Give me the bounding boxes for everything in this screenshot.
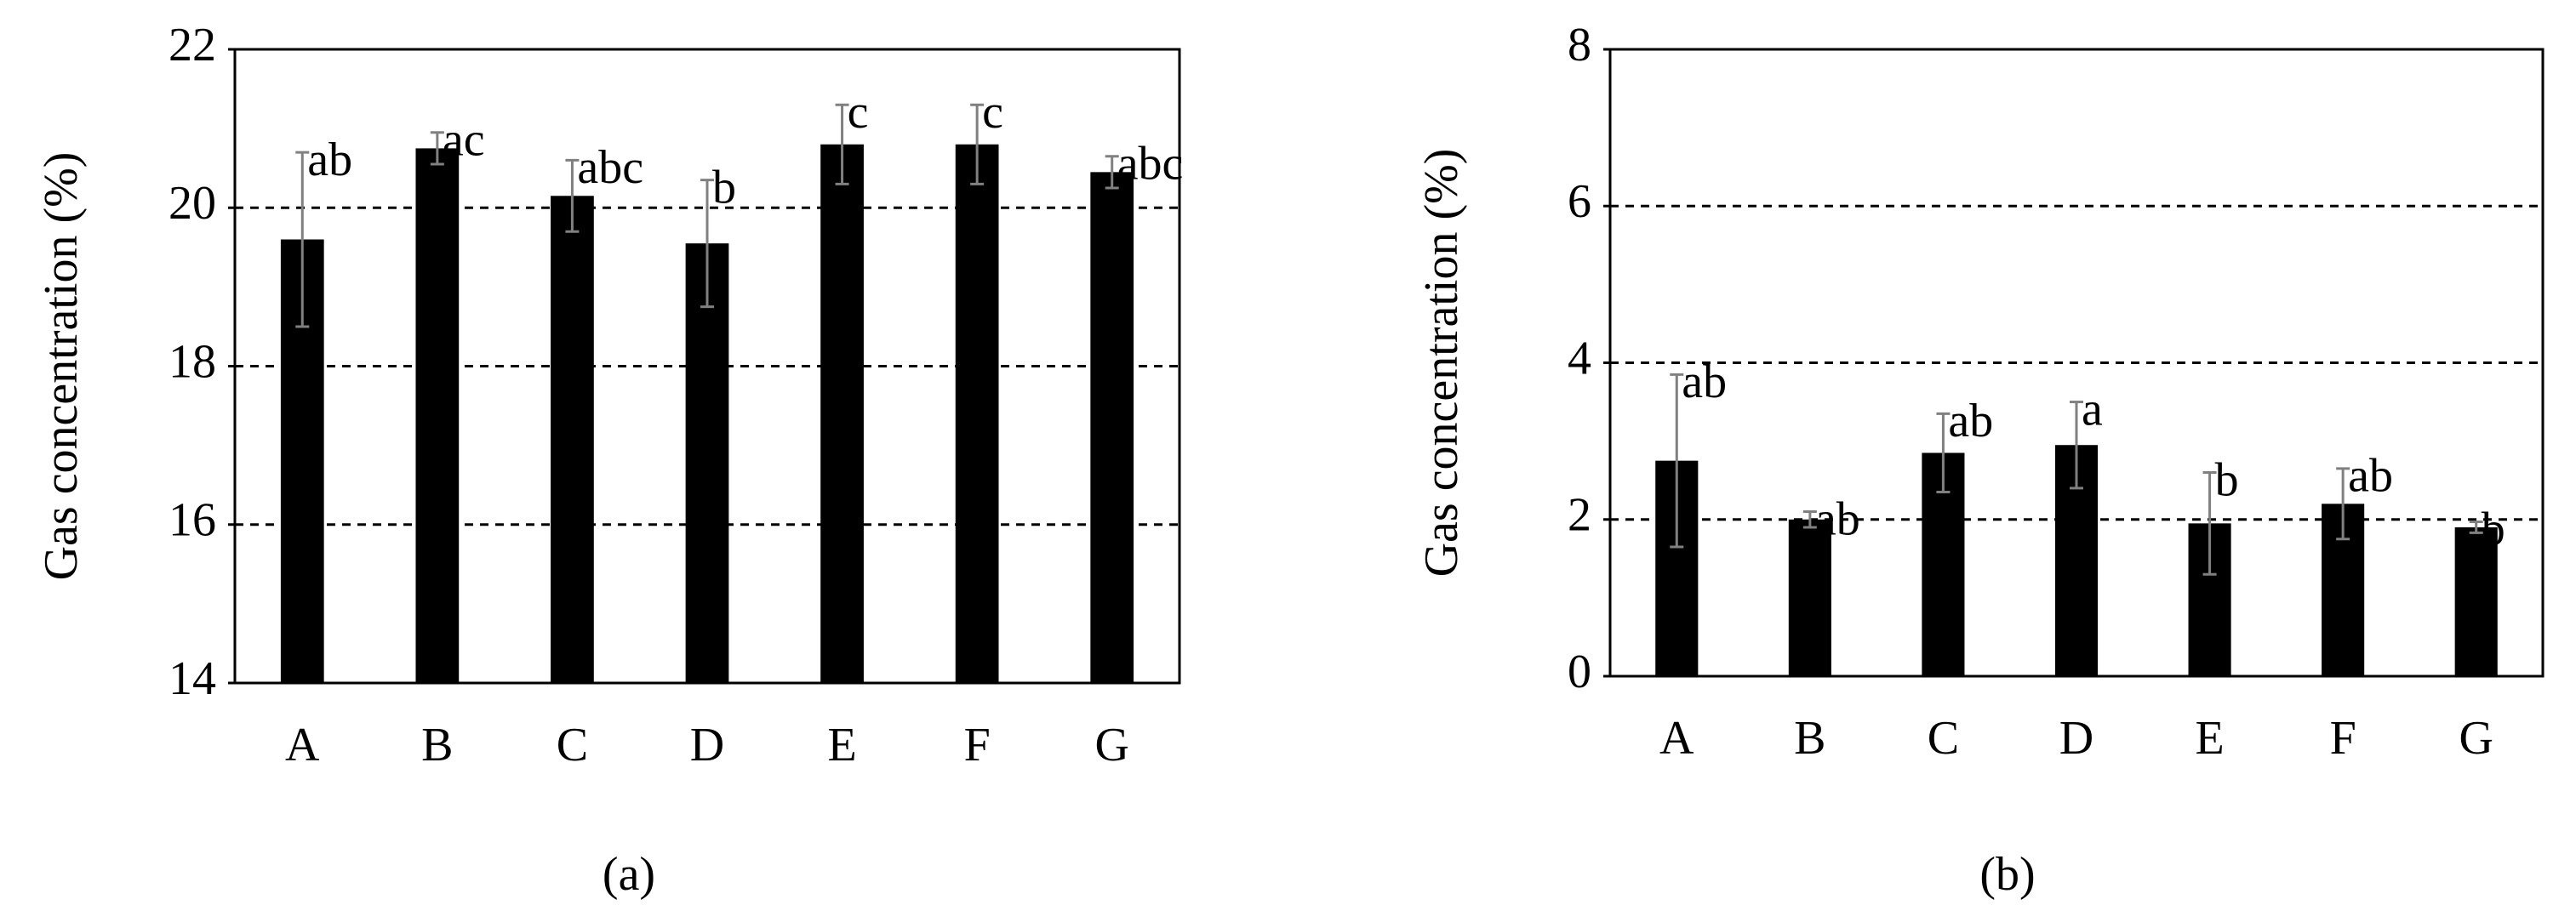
plot-frame (1608, 48, 2545, 678)
annotation: ab (2348, 450, 2393, 503)
bar (1090, 172, 1134, 683)
annotation: ab (1815, 492, 1860, 545)
bar (685, 243, 729, 683)
bar (820, 144, 864, 683)
annotation: c (982, 86, 1003, 139)
y-tick-label: 6 (1568, 175, 1591, 228)
annotation: b (2482, 503, 2505, 555)
caption: (a) (603, 848, 655, 901)
x-tick-label: F (2330, 712, 2356, 765)
y-tick-label: 4 (1568, 332, 1591, 384)
caption: (b) (1979, 848, 2035, 901)
x-tick-label: D (2059, 712, 2093, 765)
x-tick-label: B (421, 719, 453, 771)
x-tick-label: A (1659, 712, 1694, 765)
y-tick-label: 0 (1568, 646, 1591, 698)
y-tick-label: 8 (1568, 19, 1591, 71)
bar (415, 148, 460, 683)
x-tick-label: B (1794, 712, 1825, 765)
annotation: ab (1948, 395, 1993, 447)
bar (2454, 526, 2498, 676)
y-tick-label: 14 (168, 652, 216, 705)
bar (551, 196, 594, 683)
bar (955, 144, 999, 683)
y-tick-label: 2 (1568, 489, 1591, 542)
annotation: ac (443, 114, 485, 167)
annotation: abc (1117, 138, 1184, 191)
plot-frame (233, 48, 1181, 685)
x-tick-label: D (690, 719, 724, 771)
annotation: c (848, 86, 869, 139)
x-tick-label: C (557, 719, 588, 771)
y-tick-label: 16 (168, 494, 216, 547)
annotation: b (712, 162, 736, 214)
y-axis-label: Gas concentration (%) (1415, 149, 1468, 578)
x-tick-label: G (2459, 712, 2493, 765)
annotation: a (2082, 383, 2103, 435)
x-tick-label: A (285, 719, 320, 771)
x-tick-label: E (2195, 712, 2224, 765)
y-tick-label: 20 (168, 177, 216, 230)
x-tick-label: E (827, 719, 856, 771)
y-axis-label: Gas concentration (%) (35, 152, 88, 581)
x-tick-label: G (1094, 719, 1128, 771)
x-tick-label: C (1928, 712, 1959, 765)
x-tick-label: F (964, 719, 991, 771)
bar (1788, 519, 1831, 676)
annotation: abc (577, 141, 643, 194)
y-tick-label: 18 (168, 335, 216, 388)
annotation: ab (1682, 356, 1727, 408)
annotation: b (2215, 453, 2239, 506)
y-tick-label: 22 (168, 19, 216, 71)
annotation: ab (307, 134, 352, 186)
